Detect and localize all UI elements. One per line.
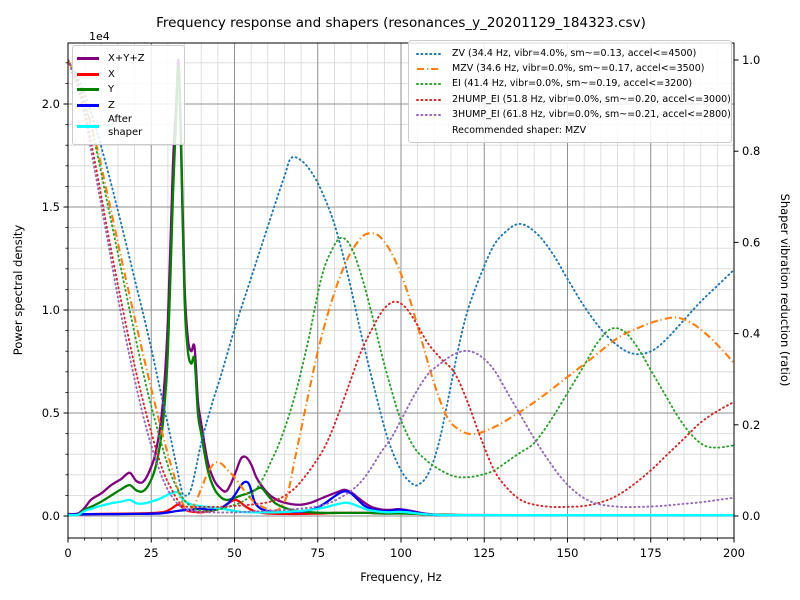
- y-right-tick-label: 0.0: [742, 509, 760, 523]
- y-right-tick-label: 0.6: [742, 235, 760, 249]
- legend-label: 2HUMP_EI (51.8 Hz, vibr=0.0%, sm~=0.20, …: [452, 93, 731, 105]
- y-right-tick-label: 0.4: [742, 327, 760, 341]
- xyz-line-swatch: [77, 57, 99, 61]
- x-tick-label: 150: [557, 546, 579, 560]
- series-2hump-ei-line: [68, 59, 734, 509]
- legend-label: X: [108, 68, 115, 80]
- y-line-swatch: [77, 88, 99, 92]
- y-left-tick-label: 0.0: [42, 509, 60, 523]
- psd-legend: X+Y+Z X Y Z After shaper: [72, 45, 185, 145]
- y-right-tick-label: 0.8: [742, 144, 760, 158]
- x-tick-label: 125: [473, 546, 495, 560]
- y-axis-offset-text: 1e4: [89, 30, 110, 43]
- legend-label: 3HUMP_EI (61.8 Hz, vibr=0.0%, sm~=0.21, …: [452, 109, 731, 121]
- series-3hump-ei-line: [68, 59, 734, 514]
- series-zv-line: [68, 59, 734, 497]
- y-right-axis-label: Shaper vibration reduction (ratio): [778, 194, 792, 387]
- shaper-legend: ZV (34.4 Hz, vibr=4.0%, sm~=0.13, accel<…: [408, 40, 732, 144]
- legend-item-after-shaper: After shaper: [77, 113, 176, 139]
- legend-label: Y: [108, 84, 115, 96]
- series-y-line: [68, 64, 734, 517]
- y-left-tick-label: 2.0: [42, 97, 60, 111]
- 2hump-ei-line-swatch: [416, 98, 442, 101]
- legend-item-ei: EI (41.4 Hz, vibr=0.0%, sm~=0.19, accel<…: [416, 77, 723, 92]
- zv-line-swatch: [416, 52, 442, 55]
- legend-item-xyz: X+Y+Z: [77, 51, 176, 67]
- legend-label: After shaper: [108, 114, 143, 138]
- legend-item-3hump-ei: 3HUMP_EI (61.8 Hz, vibr=0.0%, sm~=0.21, …: [416, 108, 731, 123]
- x-tick-label: 175: [640, 546, 662, 560]
- x-line-swatch: [77, 72, 99, 76]
- y-left-tick-label: 1.5: [42, 200, 60, 214]
- y-right-tick-label: 0.2: [742, 418, 760, 432]
- legend-item-2hump-ei: 2HUMP_EI (51.8 Hz, vibr=0.0%, sm~=0.20, …: [416, 92, 731, 107]
- z-line-swatch: [77, 103, 99, 107]
- x-tick-label: 50: [227, 546, 242, 560]
- y-left-tick-label: 0.5: [42, 406, 60, 420]
- legend-item-x: X: [77, 67, 176, 83]
- legend-label: MZV (34.6 Hz, vibr=0.0%, sm~=0.17, accel…: [452, 63, 705, 75]
- legend-item-mzv: MZV (34.6 Hz, vibr=0.0%, sm~=0.17, accel…: [416, 61, 723, 76]
- legend-label: Z: [108, 99, 115, 111]
- ei-line-swatch: [416, 83, 442, 86]
- series-ei-line: [68, 59, 734, 512]
- x-axis-label: Frequency, Hz: [360, 570, 441, 584]
- chart-title: Frequency response and shapers (resonanc…: [156, 15, 646, 31]
- 3hump-ei-line-swatch: [416, 114, 442, 117]
- x-tick-label: 0: [64, 546, 71, 560]
- mzv-line-swatch: [417, 68, 441, 71]
- legend-label: ZV (34.4 Hz, vibr=4.0%, sm~=0.13, accel<…: [452, 47, 697, 59]
- after-shaper-line-swatch: [77, 124, 99, 128]
- y-left-axis-label: Power spectral density: [11, 225, 25, 356]
- x-tick-label: 100: [390, 546, 412, 560]
- series-mzv-line: [68, 59, 734, 512]
- x-tick-label: 25: [144, 546, 159, 560]
- y-right-tick-label: 1.0: [742, 53, 760, 67]
- legend-item-z: Z: [77, 98, 176, 114]
- legend-item-y: Y: [77, 82, 176, 98]
- legend-item-zv: ZV (34.4 Hz, vibr=4.0%, sm~=0.13, accel<…: [416, 46, 723, 61]
- recommended-shaper-note: Recommended shaper: MZV: [452, 124, 587, 136]
- legend-label: X+Y+Z: [108, 53, 145, 65]
- legend-label: EI (41.4 Hz, vibr=0.0%, sm~=0.19, accel<…: [452, 78, 693, 90]
- y-left-tick-label: 1.0: [42, 303, 60, 317]
- series-after-shaper-line: [68, 490, 734, 517]
- x-tick-label: 200: [723, 546, 745, 560]
- x-tick-label: 75: [310, 546, 325, 560]
